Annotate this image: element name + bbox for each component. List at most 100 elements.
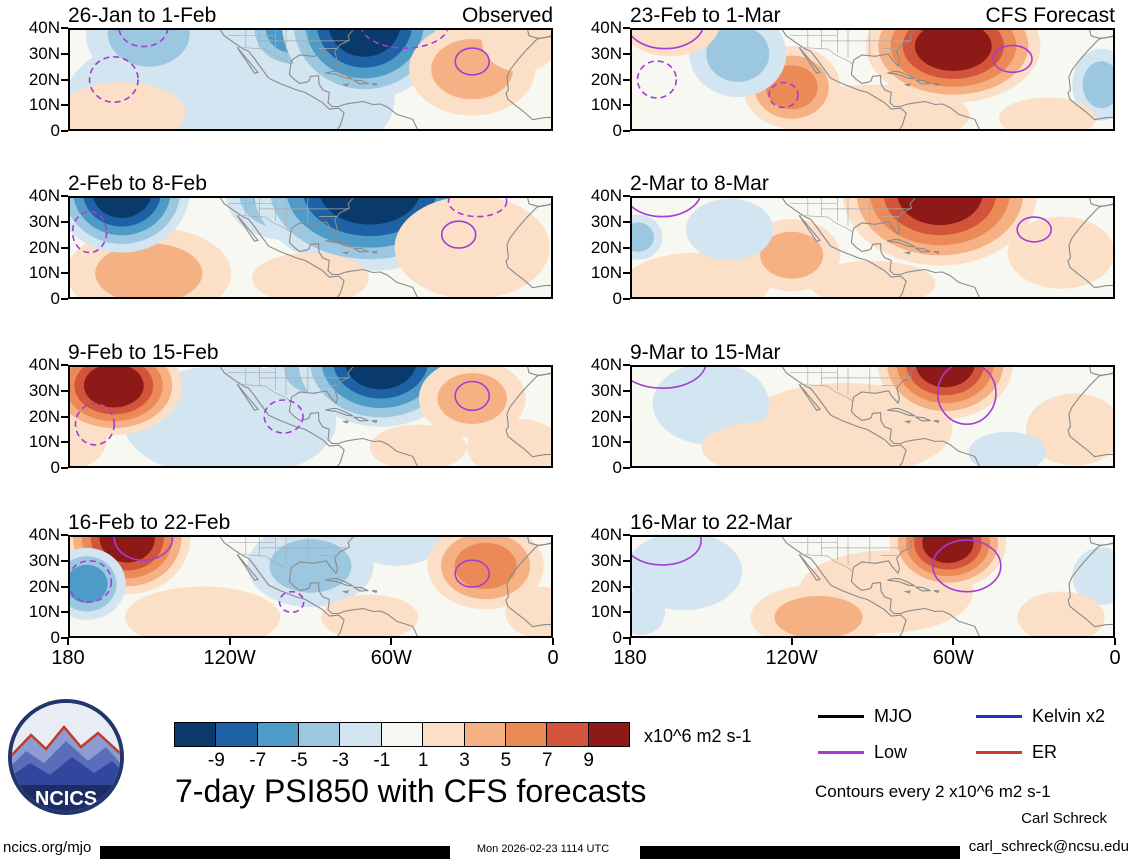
y-axis-label: 30N [590,43,622,63]
panel-header-fcst-week2: 2-Mar to 8-Mar [630,172,1115,196]
y-axis-tick [623,298,630,300]
colorbar-cell [463,722,506,747]
y-axis-tick [623,52,630,55]
y-axis-label: 10N [28,602,60,622]
ncics-logo: NCICS [6,697,126,817]
colorbar-boundary-label: 5 [500,750,512,771]
y-axis-label: 40N [28,525,60,544]
y-axis-tick [61,364,68,366]
y-axis-label: 40N [28,186,60,205]
colorbar-cell [298,722,341,747]
colorbar-cell [380,722,424,747]
y-axis-label: 40N [590,355,622,374]
colorbar-boundary-label: -1 [373,750,391,771]
y-axis-tick [61,78,68,81]
colorbar-cell [587,722,630,747]
legend-label: ER [1032,741,1058,762]
x-axis-label: 120W [765,647,818,669]
y-axis-tick [623,195,630,197]
y-axis-label: 0 [612,289,622,308]
column-label: CFS Forecast [985,4,1115,27]
colorbar-cell [174,722,217,747]
y-axis-tick [623,220,630,223]
panel-header-obs-week3: 9-Feb to 15-Feb [68,341,553,365]
y-axis-tick [61,467,68,469]
y-axis-label: 0 [50,628,60,647]
y-axis-label: 0 [612,628,622,647]
y-axis-tick [61,272,68,275]
map-panel-obs-week4 [68,535,553,638]
y-axis-label: 40N [590,18,622,37]
y-axis-tick [61,585,68,588]
y-axis-label: 20N [28,69,60,89]
y-axis-tick [623,272,630,275]
colorbar-boundary-label: 3 [459,750,470,771]
map-panel-obs-week1 [68,28,553,131]
y-axis-tick [61,298,68,300]
panel-header-fcst-week4: 16-Mar to 22-Mar [630,511,1115,535]
legend-line-icon [976,750,1022,754]
legend-item-low: Low [818,734,976,770]
legend: MJO Kelvin x2 Low ER [818,698,1130,770]
y-axis-tick [61,27,68,29]
y-axis-tick [61,415,68,418]
y-axis-label: 10N [590,432,622,452]
colorbar-boundary-label: -3 [332,750,349,771]
colorbar [174,722,630,747]
credit-email: carl_schreck@ncsu.edu [968,838,1129,855]
y-axis-tick [623,637,630,639]
y-axis-label: 40N [28,18,60,37]
y-axis-tick [61,246,68,249]
colorbar-boundary-label: 1 [417,750,429,771]
y-axis-label: 30N [28,550,60,570]
colorbar-cell [546,722,589,747]
y-axis-tick [61,220,68,223]
y-axis-label: 10N [28,432,60,452]
legend-line-icon [818,714,864,718]
colorbar-boundary-label: 7 [541,750,553,771]
x-axis-label: 180 [613,647,647,669]
x-axis-tick [67,638,69,645]
units-label: x10^6 m2 s-1 [644,726,752,746]
x-axis-tick [228,638,231,645]
panel-header-obs-week2: 2-Feb to 8-Feb [68,172,553,196]
y-axis-tick [623,441,630,444]
y-axis-label: 20N [590,406,622,426]
y-axis-label: 10N [28,263,60,283]
y-axis-label: 0 [50,458,60,477]
x-axis-label: 0 [547,647,559,669]
y-axis-label: 20N [590,576,622,596]
panel-title: 9-Feb to 15-Feb [68,341,219,364]
y-axis-label: 20N [590,237,622,257]
panel-header-obs-week4: 16-Feb to 22-Feb [68,511,553,535]
panel-title: 9-Mar to 15-Mar [630,341,781,364]
panel-title: 23-Feb to 1-Mar [630,4,781,27]
site-link[interactable]: ncics.org/mjo [3,839,92,856]
figure-title: 7-day PSI850 with CFS forecasts [175,773,647,809]
y-axis-label: 30N [28,211,60,231]
bottom-bar-left [100,846,450,859]
panel-title: 2-Mar to 8-Mar [630,172,769,195]
y-axis-tick [61,104,68,107]
y-axis-label: 20N [590,69,622,89]
x-axis-label: 60W [370,647,412,669]
map-panel-fcst-week2 [630,196,1115,299]
legend-item-er: ER [976,734,1130,770]
x-axis-tick [790,638,793,645]
colorbar-boundary-label: 9 [583,750,594,771]
colorbar-cell [256,722,300,747]
y-axis-tick [623,364,630,366]
y-axis-tick [61,52,68,55]
x-axis-tick [1114,638,1116,645]
x-axis-tick [552,638,554,645]
ncics-logo-text: NCICS [35,788,97,810]
y-axis-label: 0 [612,121,622,140]
legend-item-kelvin-x2: Kelvin x2 [976,698,1130,734]
colorbar-boundary-label: -7 [249,750,267,771]
y-axis-tick [623,534,630,536]
y-axis-label: 30N [28,380,60,400]
colorbar-cell [504,722,548,747]
colorbar-boundary-label: -5 [290,750,308,771]
panel-title: 16-Mar to 22-Mar [630,511,793,534]
